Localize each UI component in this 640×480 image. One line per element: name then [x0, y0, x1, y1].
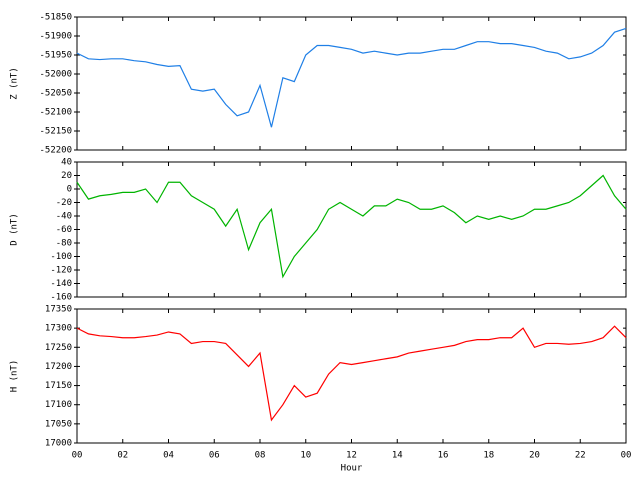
y-tick-label: 0 [67, 185, 72, 195]
x-tick-label: 06 [209, 451, 220, 461]
x-tick-label: 22 [575, 451, 586, 461]
y-tick-label: -80 [56, 239, 72, 249]
panel-frame [76, 161, 627, 298]
y-tick-label: -20 [56, 198, 72, 208]
x-tick-label: 00 [621, 451, 632, 461]
y-tick-label: 17350 [45, 305, 72, 315]
y-tick-label: -51900 [39, 32, 72, 42]
y-tick-label: -160 [50, 293, 72, 303]
y-axis-label: H (nT) [10, 360, 20, 393]
y-tick-label: -52100 [39, 108, 72, 118]
y-tick-label: -140 [50, 279, 72, 289]
y-axis-label: D (nT) [10, 213, 20, 246]
y-tick-label: 17000 [45, 439, 72, 449]
y-tick-label: 17050 [45, 419, 72, 429]
y-tick-label: -100 [50, 252, 72, 262]
panel-frame [76, 16, 627, 151]
y-tick-label: -52150 [39, 127, 72, 137]
panel-frame [76, 308, 627, 444]
y-tick-label: 17200 [45, 362, 72, 372]
x-tick-label: 08 [255, 451, 266, 461]
x-tick-label: 02 [117, 451, 128, 461]
data-line [76, 27, 627, 128]
y-tick-label: 17250 [45, 343, 72, 353]
x-tick-label: 20 [529, 451, 540, 461]
x-axis-label: Hour [341, 464, 363, 474]
y-tick-label: -60 [56, 225, 72, 235]
x-tick-label: 12 [346, 451, 357, 461]
data-line [76, 325, 627, 422]
y-tick-label: 17100 [45, 400, 72, 410]
y-tick-label: -52050 [39, 89, 72, 99]
y-tick-label: 20 [61, 171, 72, 181]
x-tick-label: 16 [438, 451, 449, 461]
data-line [76, 174, 627, 279]
y-tick-label: -120 [50, 266, 72, 276]
x-tick-label: 10 [300, 451, 311, 461]
y-tick-label: -51850 [39, 13, 72, 23]
y-axis-label: Z (nT) [10, 67, 20, 100]
x-tick-label: 00 [72, 451, 83, 461]
x-tick-label: 04 [163, 451, 174, 461]
y-tick-label: 17300 [45, 324, 72, 334]
y-tick-label: 40 [61, 158, 72, 168]
y-tick-label: -51950 [39, 51, 72, 61]
x-tick-label: 18 [483, 451, 494, 461]
x-tick-label: 14 [392, 451, 403, 461]
y-tick-label: -52200 [39, 146, 72, 156]
y-tick-label: 17150 [45, 381, 72, 391]
y-tick-label: -52000 [39, 70, 72, 80]
y-tick-label: -40 [56, 212, 72, 222]
